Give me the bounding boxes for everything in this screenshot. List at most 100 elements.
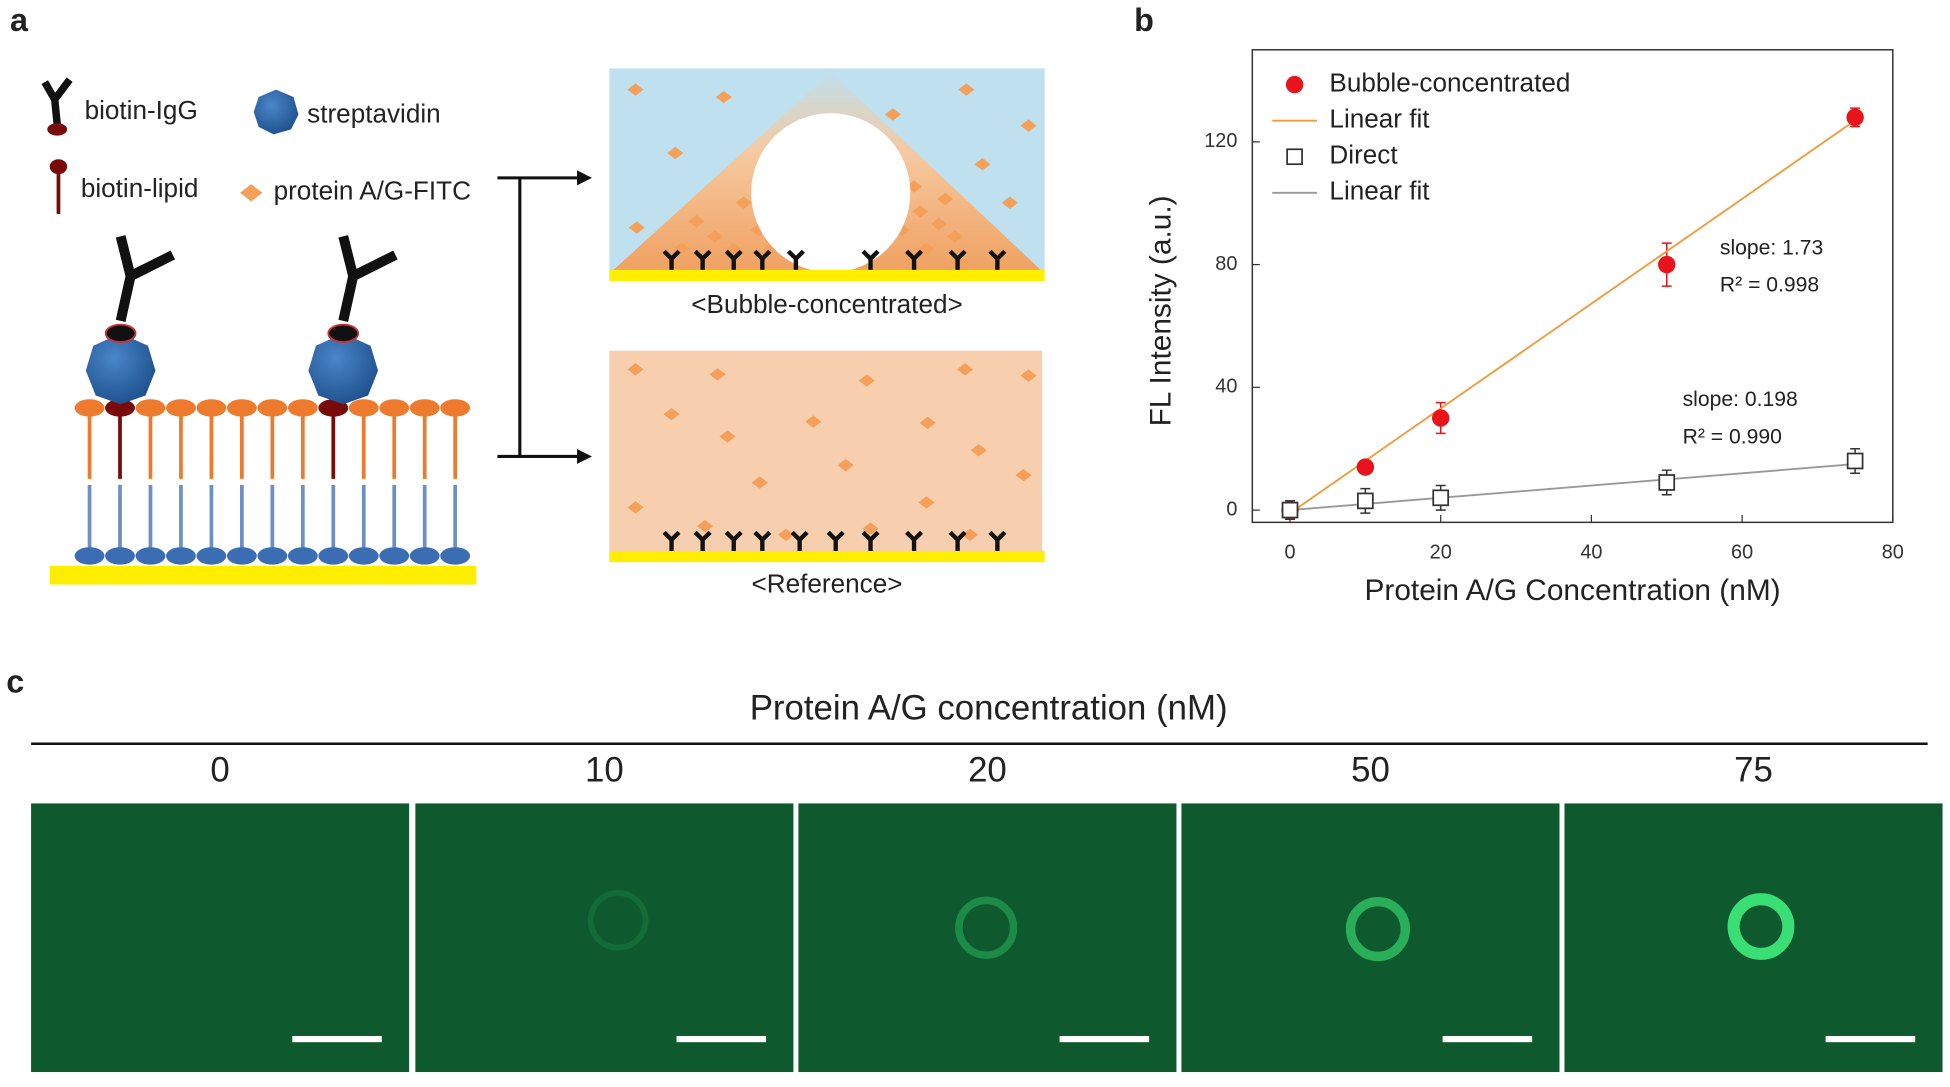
x-tick-label: 40: [1580, 542, 1602, 564]
lipid-head: [318, 547, 349, 565]
bubble-ring: [1727, 893, 1795, 960]
antibody: [948, 530, 967, 551]
scale-bar: [1442, 1035, 1533, 1043]
lipid-head: [135, 547, 166, 565]
antibody: [861, 249, 880, 270]
antibody: [826, 530, 845, 551]
antibody: [693, 249, 712, 270]
lipid-head: [135, 399, 166, 417]
antibody: [693, 530, 712, 551]
substrate: [609, 269, 1045, 282]
lipid-head: [257, 399, 288, 417]
panel-label: b: [1134, 2, 1154, 38]
marker: [1846, 108, 1864, 126]
lipid-head: [257, 547, 288, 565]
lipid-head: [105, 547, 135, 565]
bilayer: [74, 235, 471, 565]
antibody: [905, 249, 924, 270]
panel-label: a: [10, 2, 29, 38]
scale-bar: [1059, 1035, 1150, 1043]
antibody: [724, 249, 743, 270]
lipid-head: [287, 399, 318, 417]
legend-label: biotin-IgG: [85, 95, 198, 125]
particle: [912, 205, 929, 218]
lipid-head: [348, 547, 379, 565]
micrograph: [1564, 803, 1943, 1073]
particle: [919, 416, 936, 430]
streptavidin: [85, 333, 156, 405]
y-tick-label: 120: [1204, 130, 1237, 152]
lipid-head: [196, 399, 227, 417]
antibody: [988, 249, 1007, 270]
arrowheads: [577, 170, 592, 464]
scale-bar: [676, 1035, 767, 1043]
particle: [961, 528, 979, 542]
antibody: [338, 235, 398, 322]
lipid-head: [196, 547, 227, 565]
lipid-head: [287, 547, 318, 565]
lipid-head: [226, 547, 257, 565]
particle: [628, 221, 645, 234]
antibody: [753, 530, 772, 551]
marker: [1357, 492, 1374, 510]
caption: <Reference>: [752, 569, 903, 599]
annotation: slope: 1.73: [1720, 236, 1823, 259]
particle: [663, 407, 680, 421]
particle: [627, 363, 644, 376]
lipid-head: [409, 547, 440, 565]
y-tick-label: 40: [1215, 376, 1237, 398]
lipid-head: [166, 547, 196, 565]
y-axis-label: FL Intensity (a.u.): [1145, 195, 1178, 426]
legend-icons: [41, 77, 299, 214]
concentration-label: 0: [210, 751, 229, 790]
x-tick-label: 80: [1882, 542, 1904, 564]
marker: [1432, 489, 1450, 507]
marker: [1431, 409, 1450, 427]
lipid-head: [318, 399, 349, 417]
x-tick-label: 0: [1284, 542, 1295, 564]
bubble-ring: [587, 890, 649, 951]
substrate: [609, 550, 1045, 563]
antibody: [988, 530, 1007, 551]
particle: [958, 83, 975, 96]
panel-a: biotin-IgG streptavidin biotin-lipid pro…: [41, 68, 1045, 599]
marker: [1286, 148, 1303, 166]
marker: [1356, 458, 1375, 476]
particle: [970, 444, 987, 457]
lipid-head: [440, 399, 471, 417]
particle: [937, 192, 954, 206]
lipid-head: [105, 399, 135, 417]
legend-label: Linear fit: [1329, 176, 1430, 206]
antibody: [905, 530, 924, 551]
x-tick-label: 60: [1731, 542, 1753, 564]
micrograph: [31, 803, 410, 1073]
particle: [930, 217, 948, 231]
micrograph: [798, 803, 1177, 1073]
y-tick-label: 80: [1215, 253, 1237, 275]
legend-label: Bubble-concentrated: [1329, 67, 1570, 97]
lipid-head: [440, 547, 471, 565]
concentration-label: 50: [1351, 751, 1390, 790]
antibody: [786, 249, 805, 270]
annotation: slope: 0.198: [1683, 388, 1798, 411]
particle: [697, 519, 714, 533]
scale-bar: [1825, 1035, 1916, 1043]
bubble-ring: [955, 896, 1018, 959]
legend-label: biotin-lipid: [81, 173, 199, 203]
particle: [706, 230, 724, 243]
antibodies: [662, 249, 1007, 551]
marker: [1658, 474, 1676, 491]
bubble-ring: [1345, 896, 1411, 962]
particle: [627, 501, 644, 514]
micrograph: [1181, 803, 1560, 1073]
concentration-label: 10: [585, 751, 624, 790]
panel-label: c: [6, 664, 24, 700]
concentration-label: 75: [1734, 751, 1773, 790]
fit-line: [1289, 119, 1856, 514]
particle: [667, 146, 684, 160]
marker: [1285, 75, 1304, 94]
particle: [688, 215, 705, 228]
substrate: [49, 565, 477, 585]
antibody: [861, 530, 880, 551]
